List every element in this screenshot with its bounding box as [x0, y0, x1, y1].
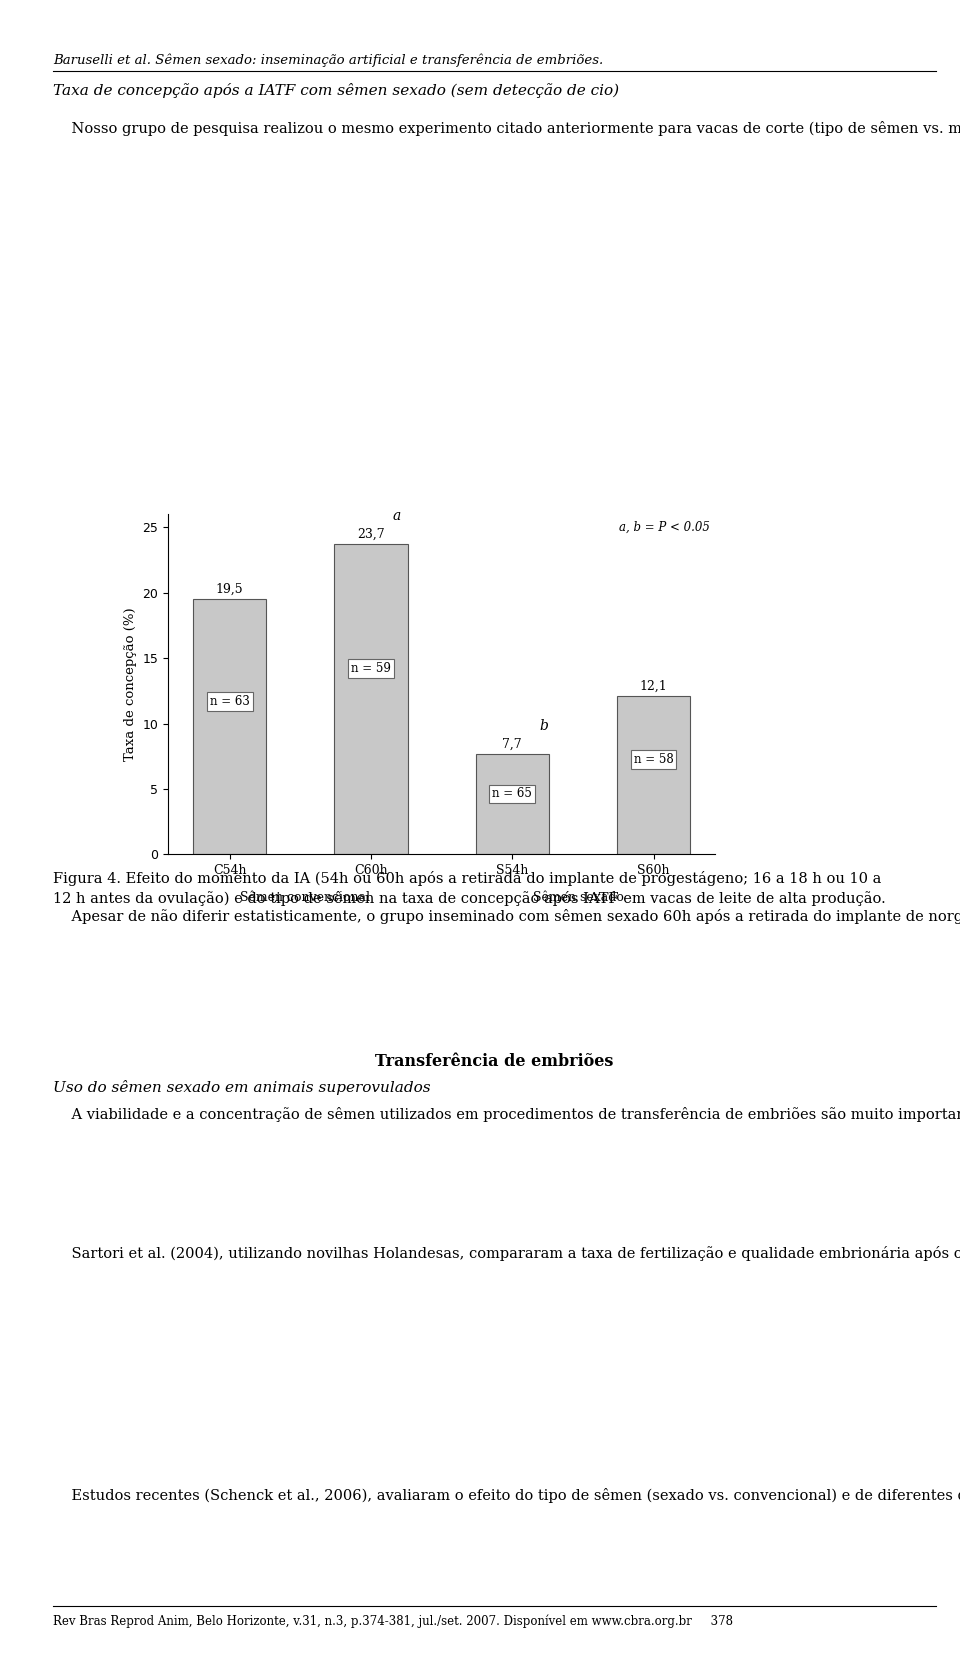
Bar: [334, 544, 408, 854]
Text: Sartori et al. (2004), utilizando novilhas Holandesas, compararam a taxa de fert: Sartori et al. (2004), utilizando novilh…: [53, 1246, 960, 1261]
Text: Sêmen sexado: Sêmen sexado: [533, 891, 624, 904]
Text: Taxa de concepção após a IATF com sêmen sexado (sem detecção de cio): Taxa de concepção após a IATF com sêmen …: [53, 83, 619, 98]
Text: 7,7: 7,7: [502, 737, 522, 750]
Bar: [475, 753, 549, 854]
Text: n = 63: n = 63: [209, 695, 250, 708]
Y-axis label: Taxa de concepção (%): Taxa de concepção (%): [124, 607, 137, 761]
Text: Nosso grupo de pesquisa realizou o mesmo experimento citado anteriormente para v: Nosso grupo de pesquisa realizou o mesmo…: [53, 121, 960, 136]
Text: Estudos recentes (Schenck et al., 2006), avaliaram o efeito do tipo de sêmen (se: Estudos recentes (Schenck et al., 2006),…: [53, 1488, 960, 1503]
Text: n = 65: n = 65: [492, 788, 532, 800]
Text: Transferência de embriões: Transferência de embriões: [375, 1053, 613, 1070]
Text: Rev Bras Reprod Anim, Belo Horizonte, v.31, n.3, p.374-381, jul./set. 2007. Disp: Rev Bras Reprod Anim, Belo Horizonte, v.…: [53, 1614, 732, 1627]
Text: 23,7: 23,7: [357, 528, 385, 541]
Text: 19,5: 19,5: [216, 582, 244, 596]
Text: a, b = P < 0.05: a, b = P < 0.05: [619, 521, 709, 534]
Bar: [617, 697, 690, 854]
Text: Baruselli et al. Sêmen sexado: inseminação artificial e transferência de embriõe: Baruselli et al. Sêmen sexado: inseminaç…: [53, 55, 603, 68]
Text: Sêmen convencional: Sêmen convencional: [240, 891, 370, 904]
Text: n = 59: n = 59: [351, 662, 391, 675]
Text: b: b: [539, 718, 548, 733]
Text: a: a: [393, 509, 400, 524]
Text: Apesar de não diferir estatisticamente, o grupo inseminado com sêmen sexado 60h : Apesar de não diferir estatisticamente, …: [53, 909, 960, 924]
Text: Figura 4. Efeito do momento da IA (54h ou 60h após a retirada do implante de pro: Figura 4. Efeito do momento da IA (54h o…: [53, 871, 885, 906]
Bar: [193, 599, 266, 854]
Text: 12,1: 12,1: [639, 680, 667, 693]
Text: Uso do sêmen sexado em animais superovulados: Uso do sêmen sexado em animais superovul…: [53, 1080, 430, 1095]
Text: n = 58: n = 58: [634, 753, 674, 766]
Text: A viabilidade e a concentração de sêmen utilizados em procedimentos de transferê: A viabilidade e a concentração de sêmen …: [53, 1107, 960, 1121]
